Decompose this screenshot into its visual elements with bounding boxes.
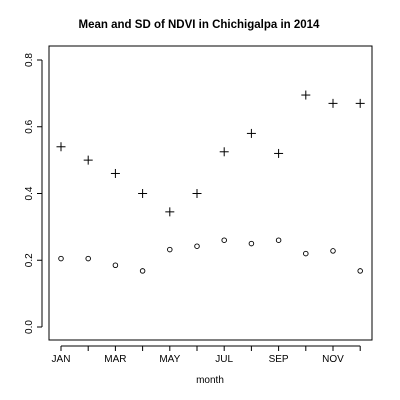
y-tick-label: 0.0 <box>24 320 35 334</box>
x-tick-label: JAN <box>52 354 71 365</box>
plot-frame <box>48 45 373 341</box>
sd-point <box>330 248 336 254</box>
sd-point <box>139 268 146 274</box>
mean-point <box>219 147 229 157</box>
sd-point <box>221 237 227 243</box>
sd-point <box>303 250 309 257</box>
sd-point <box>112 262 119 269</box>
data-points <box>56 90 365 274</box>
mean-point <box>165 207 175 217</box>
mean-point <box>246 128 256 138</box>
sd-point <box>275 237 282 243</box>
mean-point <box>355 98 365 108</box>
mean-point <box>192 189 202 198</box>
y-tick-label: 0.2 <box>24 253 35 267</box>
mean-point <box>110 168 120 178</box>
x-tick-label: SEP <box>269 354 289 365</box>
sd-point <box>167 246 173 253</box>
sd-point <box>248 240 255 247</box>
chart-title: Mean and SD of NDVI in Chichigalpa in 20… <box>79 19 321 31</box>
y-tick-label: 0.6 <box>24 119 35 133</box>
mean-point <box>138 189 148 198</box>
mean-point <box>274 148 284 158</box>
x-axis: JAN MAR MAY JUL SEP NOV <box>52 345 361 365</box>
sd-point <box>194 243 200 249</box>
sd-point <box>357 268 363 274</box>
y-axis: 0.0 0.2 0.4 0.6 0.8 <box>24 53 43 334</box>
mean-point <box>328 98 338 108</box>
x-axis-label: month <box>196 375 224 386</box>
x-tick-label: NOV <box>322 354 344 365</box>
y-tick-label: 0.8 <box>24 53 35 67</box>
y-tick-label: 0.4 <box>24 186 35 200</box>
sd-point <box>58 255 64 262</box>
mean-point <box>301 90 311 100</box>
x-tick-label: JUL <box>215 354 233 365</box>
mean-point <box>83 155 93 165</box>
x-tick-label: MAR <box>104 354 126 365</box>
mean-point <box>56 142 66 152</box>
sd-point <box>85 255 91 262</box>
x-tick-label: MAY <box>159 354 180 365</box>
